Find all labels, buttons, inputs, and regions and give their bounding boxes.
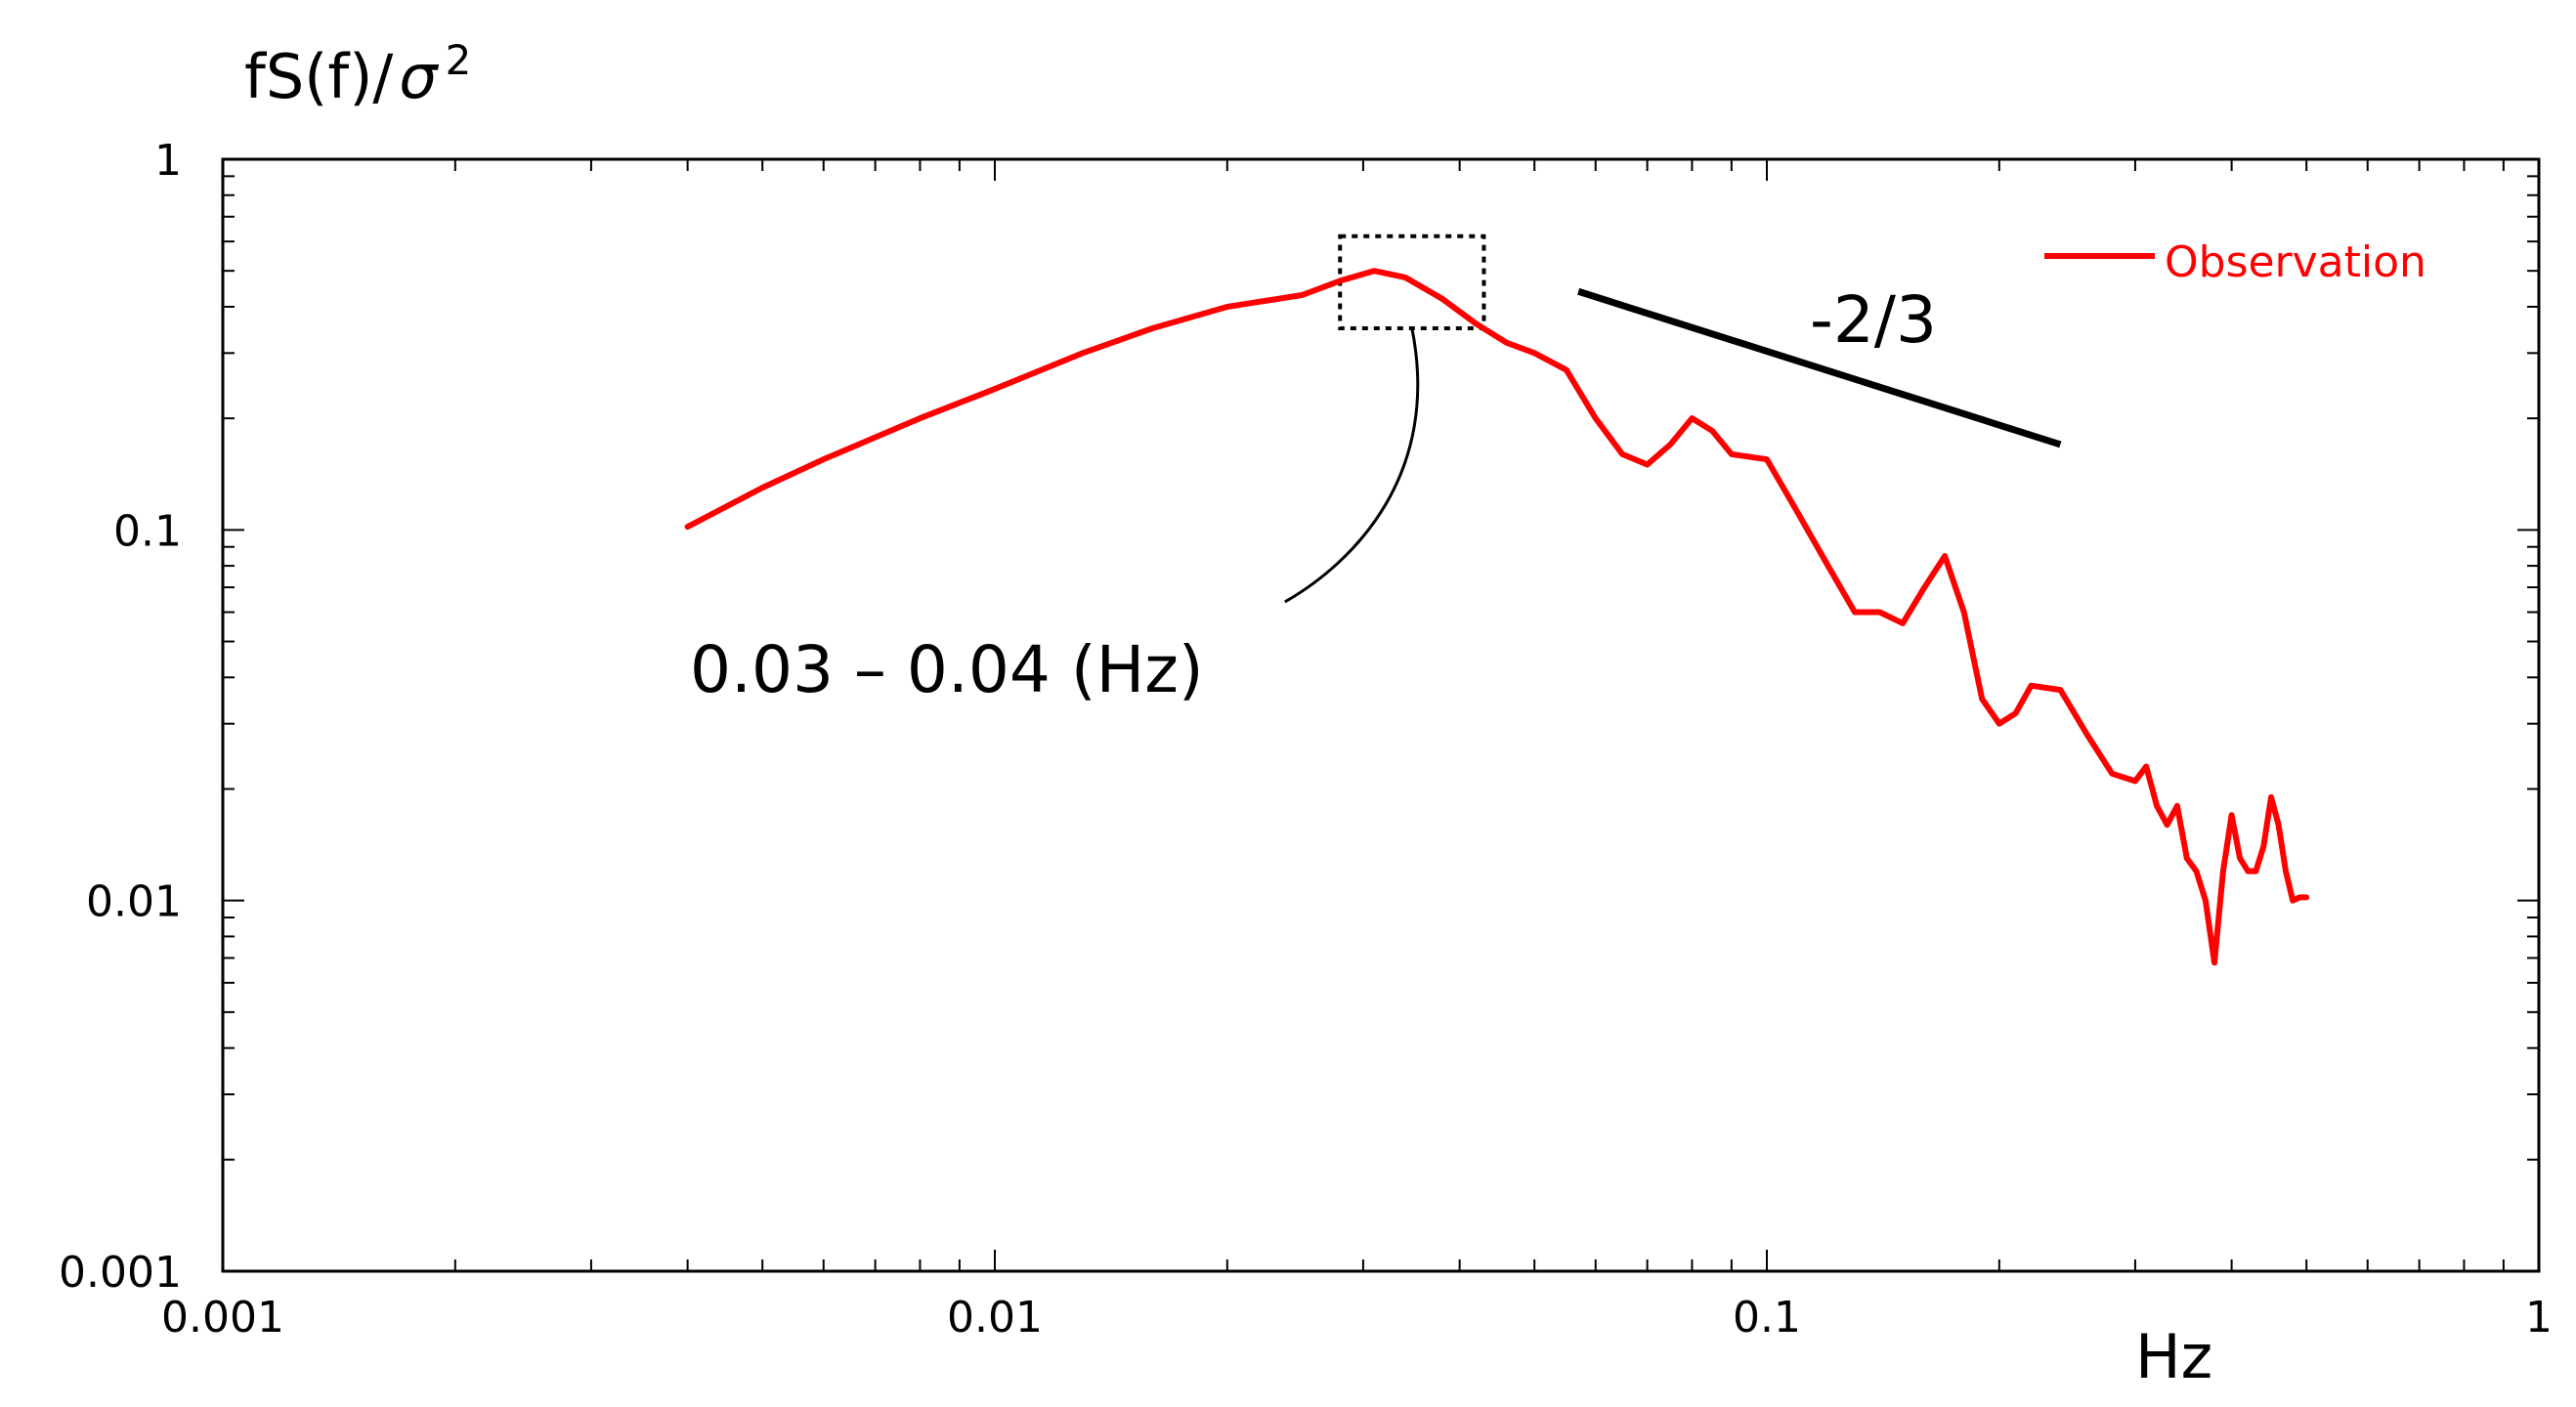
- y-tick-label: 1: [154, 136, 182, 186]
- y-tick-label: 0.001: [59, 1248, 182, 1298]
- y-tick-label: 0.01: [86, 877, 182, 927]
- axis-tick-labels: 0.001 0.01 0.1 1 0.001 0.01 0.1 1: [59, 136, 2553, 1343]
- axis-ticks: [223, 159, 2539, 1271]
- legend-label-observation: Observation: [2165, 237, 2426, 287]
- y-axis-title: fS(f)/σ 2: [244, 36, 471, 112]
- y-axis-title-sigma: σ: [399, 41, 439, 112]
- slope-reference-line: [1577, 287, 2062, 448]
- x-tick-label: 0.1: [1733, 1293, 1801, 1343]
- y-tick-label: 0.1: [113, 506, 182, 556]
- x-tick-label: 0.01: [947, 1293, 1043, 1343]
- x-tick-label: 1: [2525, 1293, 2553, 1343]
- legend: Observation: [2044, 237, 2426, 287]
- y-axis-title-text: fS(f)/: [244, 41, 393, 112]
- x-axis-title: Hz: [2135, 1321, 2212, 1392]
- plot-frame: [221, 157, 2541, 1273]
- series-layer: [684, 268, 2310, 966]
- series-line-observation: [684, 268, 2310, 966]
- x-tick-label: 0.001: [161, 1293, 284, 1343]
- peak-leader-line: [1284, 327, 1420, 604]
- peak-range-label: 0.03 – 0.04 (Hz): [690, 632, 1204, 707]
- slope-label: -2/3: [1810, 282, 1937, 358]
- y-axis-title-superscript: 2: [446, 36, 472, 84]
